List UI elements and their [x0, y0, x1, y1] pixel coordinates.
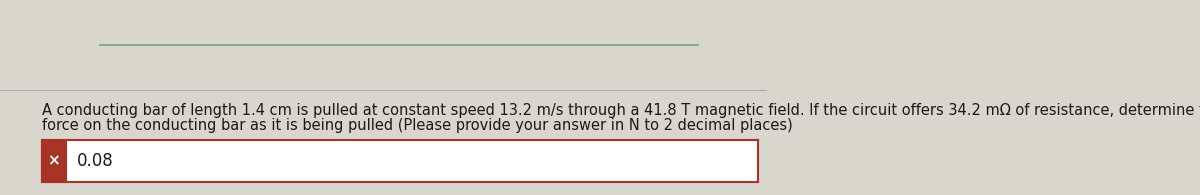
FancyBboxPatch shape	[42, 140, 66, 182]
Text: ×: ×	[47, 153, 60, 168]
Text: A conducting bar of length 1.4 cm is pulled at constant speed 13.2 m/s through a: A conducting bar of length 1.4 cm is pul…	[42, 103, 1200, 118]
Text: 0.08: 0.08	[77, 152, 114, 170]
FancyBboxPatch shape	[42, 140, 757, 182]
Text: force on the conducting bar as it is being pulled (Please provide your answer in: force on the conducting bar as it is bei…	[42, 118, 792, 133]
